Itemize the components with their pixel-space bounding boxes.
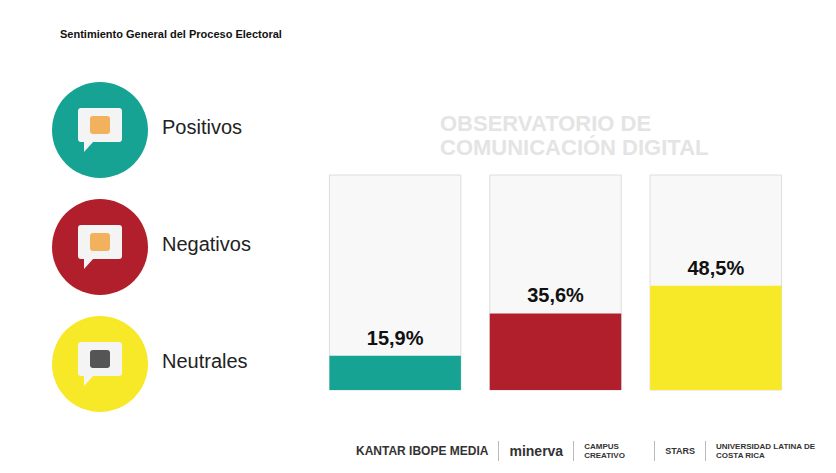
html-text:UNIVERSIDAD LATINA DE COSTA RI: UNIVERSIDAD LATINA DE COSTA RICA	[716, 442, 816, 460]
html-text:STARS: STARS	[665, 446, 695, 456]
svg-text:48,5%: 48,5%	[687, 257, 744, 279]
html-text:KANTAR IBOPE MEDIA: KANTAR IBOPE MEDIA	[356, 444, 489, 458]
svg-text:35,6%: 35,6%	[527, 284, 584, 306]
html-text:CAMPUS CREATIVO: CAMPUS CREATIVO	[584, 442, 625, 460]
html-text:OBSERVATORIO DE COMUNICACIÓN D: OBSERVATORIO DE COMUNICACIÓN DIGITAL	[440, 111, 709, 160]
html-text:Sentimiento General del Proces: Sentimiento General del Proceso Electora…	[60, 28, 282, 40]
html-text:Neutrales: Neutrales	[162, 350, 248, 372]
svg-text:15,9%: 15,9%	[367, 327, 424, 349]
html-text:Negativos: Negativos	[162, 233, 251, 255]
html-text:Positivos: Positivos	[162, 116, 242, 138]
html-text:minerva: minerva	[509, 443, 564, 459]
